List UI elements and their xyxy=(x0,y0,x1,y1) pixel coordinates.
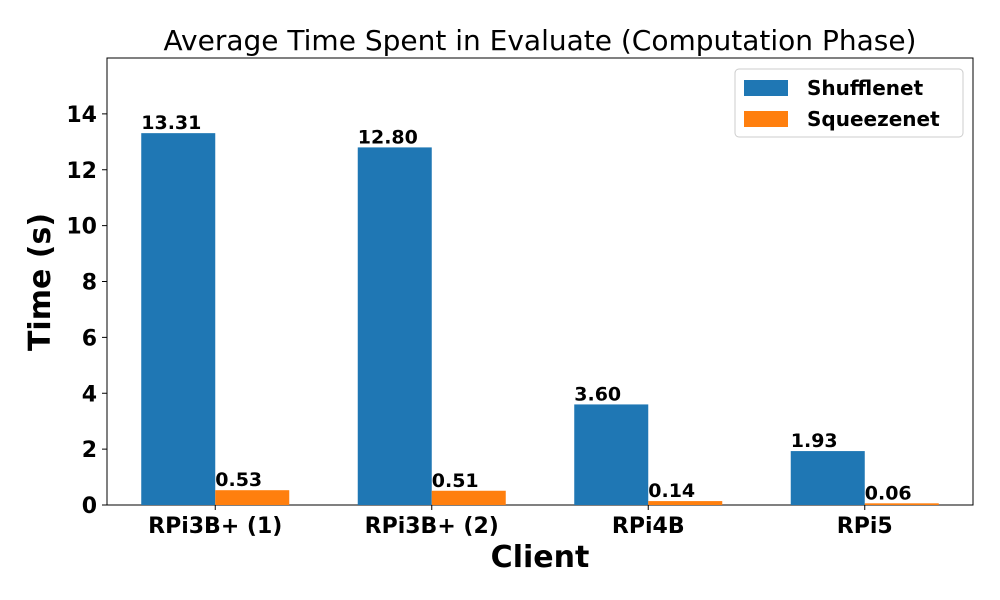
y-tick-label: 14 xyxy=(66,103,97,128)
y-tick-label: 12 xyxy=(66,159,97,184)
data-labels: 13.31 0.53 12.80 0.51 3.60 0.14 1.93 0.06 xyxy=(141,112,911,504)
data-label-squeezenet: 0.14 xyxy=(648,480,695,502)
bar-squeezenet xyxy=(648,501,723,505)
bar-shufflenet xyxy=(141,133,216,506)
x-tick-label: RPi4B xyxy=(612,514,685,539)
bar-squeezenet xyxy=(431,490,506,505)
y-tick-label: 4 xyxy=(82,382,97,407)
data-label-shufflenet: 13.31 xyxy=(141,112,201,134)
y-axis: 0 2 4 6 8 10 12 14 xyxy=(66,103,107,519)
data-label-squeezenet: 0.53 xyxy=(215,469,262,491)
x-tick-label: RPi3B+ (1) xyxy=(148,514,282,539)
bar-shufflenet xyxy=(790,451,865,505)
bar-squeezenet xyxy=(864,503,939,505)
legend-box xyxy=(734,68,964,138)
data-label-squeezenet: 0.51 xyxy=(432,470,479,492)
data-label-shufflenet: 1.93 xyxy=(791,430,838,452)
bar-squeezenet xyxy=(215,490,290,505)
legend-label-shufflenet: Shufflenet xyxy=(807,76,924,100)
y-tick-label: 8 xyxy=(82,271,97,296)
data-label-shufflenet: 3.60 xyxy=(574,383,621,405)
legend: Shufflenet Squeezenet xyxy=(734,68,964,138)
legend-label-squeezenet: Squeezenet xyxy=(807,107,940,131)
legend-swatch-shufflenet xyxy=(744,80,788,96)
bar-shufflenet xyxy=(357,147,432,505)
data-label-shufflenet: 12.80 xyxy=(358,126,418,148)
y-tick-label: 2 xyxy=(82,438,97,463)
x-axis: RPi3B+ (1) RPi3B+ (2) RPi4B RPi5 xyxy=(148,505,893,539)
legend-swatch-squeezenet xyxy=(744,111,788,127)
bars xyxy=(141,133,939,506)
x-tick-label: RPi3B+ (2) xyxy=(365,514,499,539)
chart-title: Average Time Spent in Evaluate (Computat… xyxy=(164,24,917,57)
data-label-squeezenet: 0.06 xyxy=(865,482,912,504)
y-axis-label: Time (s) xyxy=(23,213,58,351)
x-tick-label: RPi5 xyxy=(837,514,893,539)
x-axis-label: Client xyxy=(491,540,590,575)
y-tick-label: 0 xyxy=(82,494,97,519)
y-tick-label: 6 xyxy=(82,326,97,351)
y-tick-label: 10 xyxy=(66,215,97,240)
bar-shufflenet xyxy=(574,404,649,505)
